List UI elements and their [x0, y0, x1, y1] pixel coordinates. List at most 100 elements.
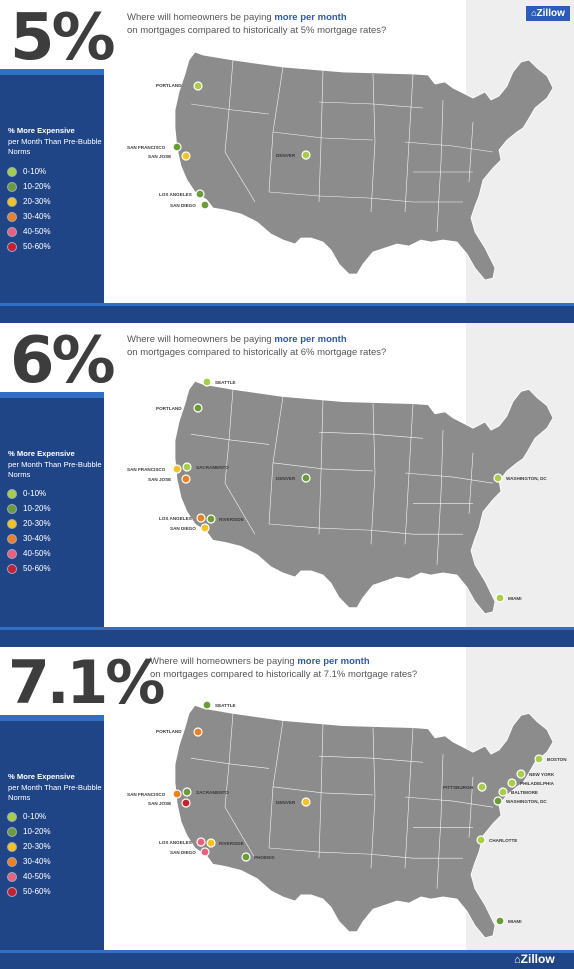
city-label: SAN DIEGO — [170, 850, 196, 855]
legend-label: 30-40% — [23, 534, 51, 543]
question-highlight: more per month — [274, 12, 347, 23]
city-label: DENVER — [276, 153, 296, 158]
city-dot — [507, 778, 517, 788]
panel-7-1-percent: 7.1% Where will homeowners be paying mor… — [0, 647, 574, 969]
city-marker-seattle: SEATTLE — [202, 377, 236, 387]
city-marker-los-angeles: LOS ANGELES — [159, 837, 206, 847]
legend-title: % More Expensive per Month Than Pre-Bubbl… — [8, 772, 104, 804]
city-dot — [172, 789, 182, 799]
home-z-icon: ⌂ — [531, 8, 537, 18]
legend-label: 40-50% — [23, 227, 51, 236]
legend-title: % More Expensive per Month Than Pre-Bubbl… — [8, 449, 104, 481]
us-map-shape — [174, 51, 554, 281]
city-marker-san-francisco: SAN FRANCISCO — [127, 142, 182, 152]
city-dot — [202, 377, 212, 387]
legend-item: 10-20% — [8, 826, 51, 837]
us-map: SEATTLE PORTLAND SAN FRANCISCO SACRAMENT… — [127, 377, 554, 615]
brand-name: Zillow — [536, 8, 565, 19]
legend-label: 30-40% — [23, 212, 51, 221]
legend-dot-3 — [8, 857, 16, 866]
legend-item: 0-10% — [8, 811, 46, 822]
question-prefix: Where will homeowners be paying — [127, 12, 275, 23]
city-marker-riverside: RIVERSIDE — [206, 514, 244, 524]
legend-label: 50-60% — [23, 564, 51, 573]
question-text: Where will homeowners be paying more per… — [127, 12, 386, 37]
legend-dot-5 — [8, 564, 16, 573]
legend-label: 40-50% — [23, 549, 51, 558]
legend-label: 10-20% — [23, 504, 51, 513]
us-map: PORTLAND SAN FRANCISCO SAN JOSE DENVER L… — [127, 51, 554, 281]
city-marker-portland: PORTLAND — [156, 81, 203, 91]
city-dot — [182, 462, 192, 472]
city-dot — [301, 150, 311, 160]
city-dot — [206, 838, 216, 848]
city-dot — [182, 787, 192, 797]
city-dot — [301, 473, 311, 483]
city-dot — [498, 787, 508, 797]
bar-edge — [0, 303, 574, 306]
city-dot — [200, 523, 210, 533]
city-label: WASHINGTON, DC — [506, 476, 547, 481]
city-marker-pittsburgh: PITTSBURGH — [443, 782, 487, 792]
brand-name: Zillow — [520, 952, 555, 966]
city-marker-philadelphia: PHILADELPHIA — [507, 778, 555, 788]
legend-title-bold: % More Expensive — [8, 449, 75, 458]
city-label: SACRAMENTO — [196, 465, 229, 470]
city-label: MIAMI — [508, 596, 522, 601]
question-suffix: on mortgages compared to historically at… — [150, 668, 418, 680]
city-marker-phoenix: PHOENIX — [241, 852, 276, 862]
city-dot — [200, 847, 210, 857]
city-label: SAN FRANCISCO — [127, 145, 166, 150]
question-highlight: more per month — [274, 334, 347, 345]
home-z-icon: ⌂ — [514, 954, 521, 966]
city-label: DENVER — [276, 476, 296, 481]
question-prefix: Where will homeowners be paying — [150, 656, 298, 667]
city-dot — [493, 796, 503, 806]
legend: % More Expensive per Month Than Pre-Bubbl… — [0, 392, 104, 627]
legend-dot-2 — [8, 842, 16, 851]
city-marker-san-jose: SAN JOSE — [148, 474, 191, 484]
city-label: CHARLOTTE — [489, 838, 517, 843]
legend-dot-3 — [8, 212, 16, 221]
city-dot — [301, 797, 311, 807]
city-label: NEW YORK — [529, 772, 555, 777]
city-dot — [172, 464, 182, 474]
legend-dot-4 — [8, 227, 16, 236]
city-dot — [181, 474, 191, 484]
city-dot — [477, 782, 487, 792]
legend-dot-5 — [8, 887, 16, 896]
legend: % More Expensive per Month Than Pre-Bubbl… — [0, 715, 104, 950]
city-marker-boston: BOSTON — [534, 754, 567, 764]
legend-title-rest: per Month Than Pre-Bubble Norms — [8, 782, 102, 803]
legend-label: 50-60% — [23, 242, 51, 251]
legend-top-bar — [0, 392, 104, 398]
city-label: PORTLAND — [156, 83, 182, 88]
city-marker-miami: MIAMI — [495, 916, 522, 926]
legend-top-bar — [0, 715, 104, 721]
legend-dot-3 — [8, 534, 16, 543]
legend-top-bar — [0, 69, 104, 75]
city-marker-los-angeles: LOS ANGELES — [159, 513, 206, 523]
bar-edge — [0, 627, 574, 630]
legend-dot-2 — [8, 197, 16, 206]
city-dot — [241, 852, 251, 862]
legend-dot-2 — [8, 519, 16, 528]
question-text: Where will homeowners be paying more per… — [127, 334, 386, 359]
city-marker-washington-dc: WASHINGTON, DC — [493, 796, 547, 806]
question-suffix: on mortgages compared to historically at… — [127, 24, 387, 36]
city-markers: PORTLAND SAN FRANCISCO SAN JOSE DENVER L… — [127, 81, 311, 210]
city-dot — [516, 769, 526, 779]
city-label: BOSTON — [547, 757, 567, 762]
question-highlight: more per month — [297, 656, 370, 667]
legend-label: 20-30% — [23, 519, 51, 528]
city-dot — [196, 513, 206, 523]
legend-label: 0-10% — [23, 812, 47, 821]
legend-item: 30-40% — [8, 856, 51, 867]
city-label: WASHINGTON, DC — [506, 799, 547, 804]
city-dot — [495, 916, 505, 926]
city-label: SAN DIEGO — [170, 203, 196, 208]
legend-dot-4 — [8, 872, 16, 881]
legend-dot-0 — [8, 489, 16, 498]
city-label: LOS ANGELES — [159, 192, 192, 197]
legend-title-rest: per Month Than Pre-Bubble Norms — [8, 459, 102, 480]
